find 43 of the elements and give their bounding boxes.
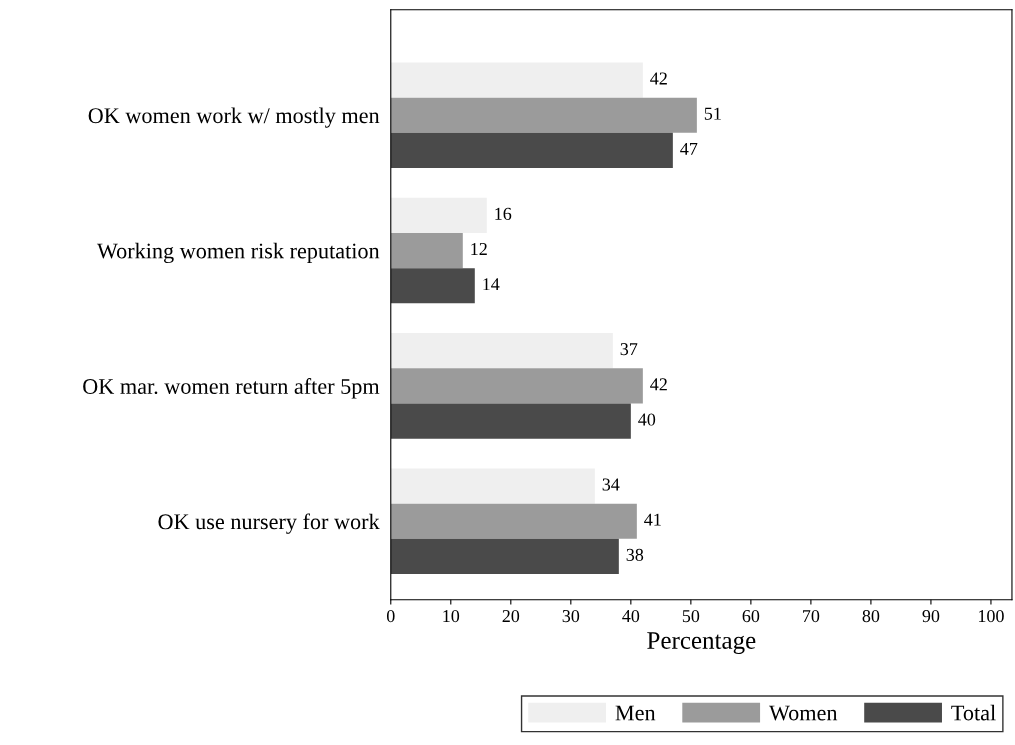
x-tick-label: 10 bbox=[443, 609, 460, 623]
x-tick-label: 80 bbox=[862, 609, 880, 623]
bar bbox=[390, 268, 475, 304]
data-label: 41 bbox=[644, 513, 661, 526]
x-tick-label: 100 bbox=[979, 609, 1004, 623]
x-tick-label: 90 bbox=[922, 609, 940, 623]
x-tick-label: 40 bbox=[622, 609, 640, 623]
bar bbox=[390, 503, 637, 539]
legend-label: Total bbox=[951, 704, 996, 721]
y-tick-label: OK mar. women return after 5pm bbox=[83, 378, 380, 399]
bar bbox=[390, 538, 619, 575]
legend-label: Men bbox=[615, 705, 656, 721]
data-label: 42 bbox=[650, 378, 667, 391]
x-tick-label: 30 bbox=[562, 609, 580, 623]
bar bbox=[390, 232, 463, 269]
bar bbox=[390, 368, 643, 404]
y-tick-label: OK women work w/ mostly men bbox=[88, 107, 380, 128]
bar bbox=[390, 403, 631, 439]
bar bbox=[390, 97, 697, 133]
x-axis-title: Percentage bbox=[647, 632, 756, 655]
data-label: 40 bbox=[638, 413, 656, 426]
data-label: 34 bbox=[602, 478, 620, 491]
x-tick-label: 70 bbox=[803, 609, 820, 623]
y-tick-label: Working women risk reputation bbox=[96, 242, 380, 264]
x-tick-label: 60 bbox=[742, 609, 760, 623]
bar bbox=[390, 468, 595, 504]
data-label: 14 bbox=[483, 278, 500, 291]
bar bbox=[390, 197, 487, 233]
x-tick-label: 50 bbox=[682, 609, 700, 623]
data-label: 37 bbox=[620, 343, 638, 356]
data-label: 38 bbox=[626, 548, 644, 561]
x-tick-label: 0 bbox=[386, 609, 395, 623]
data-label: 16 bbox=[495, 207, 512, 220]
bar bbox=[390, 132, 673, 169]
x-tick-label: 20 bbox=[502, 609, 520, 623]
bar bbox=[390, 333, 613, 369]
data-label: 47 bbox=[680, 142, 698, 155]
data-label: 12 bbox=[471, 242, 487, 255]
bar bbox=[390, 62, 643, 98]
data-label: 42 bbox=[650, 72, 667, 85]
legend-label: Women bbox=[768, 705, 838, 721]
y-tick-label: OK use nursery for work bbox=[158, 513, 380, 534]
data-label: 51 bbox=[704, 107, 721, 120]
